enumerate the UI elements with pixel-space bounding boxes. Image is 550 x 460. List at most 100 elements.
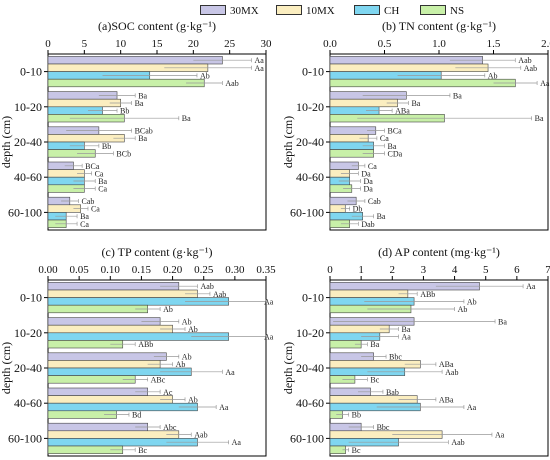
significance-label: Ba: [138, 91, 147, 100]
bar-30mx: [47, 282, 180, 291]
significance-label: Ba: [402, 325, 411, 334]
significance-label: Aab: [225, 79, 238, 88]
significance-label: BCab: [135, 127, 153, 136]
significance-label: Ca: [368, 162, 377, 171]
x-tick-label: 20: [188, 38, 200, 50]
category-label: 40-60: [296, 170, 324, 184]
significance-label: Bb: [102, 142, 111, 151]
significance-label: Bc: [352, 446, 361, 455]
significance-label: ABa: [395, 107, 410, 116]
bar-30mx: [47, 352, 167, 361]
significance-label: Aa: [526, 282, 536, 291]
x-tick-label: 0.35: [256, 264, 276, 276]
category-label: 20-40: [296, 135, 324, 149]
significance-label: Ac: [163, 388, 173, 397]
bar-10mx: [47, 430, 180, 439]
significance-label: BCb: [116, 149, 131, 158]
x-tick-label: 5: [483, 264, 489, 276]
bar-30mx: [47, 387, 148, 396]
x-tick-label: 0.15: [132, 264, 152, 276]
significance-label: Da: [361, 169, 371, 178]
legend-label-10mx: 10MX: [306, 5, 335, 17]
category-label: 40-60: [296, 396, 324, 410]
significance-label: Aab: [445, 368, 458, 377]
panel-1-title: (a)SOC content (g·kg⁻¹): [98, 19, 216, 33]
significance-label: Aab: [200, 282, 213, 291]
x-tick-label: 0.0: [323, 38, 337, 50]
legend-swatch-ns: [420, 5, 446, 15]
significance-label: Ab: [182, 353, 192, 362]
legend-item-10mx: 10MX: [276, 4, 335, 18]
x-tick-label: 0.30: [225, 264, 245, 276]
significance-label: Aa: [264, 297, 274, 306]
significance-label: Ba: [135, 99, 144, 108]
significance-label: Aa: [467, 403, 477, 412]
significance-label: CDa: [388, 149, 403, 158]
category-label: 10-20: [14, 100, 42, 114]
significance-label: Ba: [411, 99, 420, 108]
category-label: 0-10: [20, 65, 42, 79]
significance-label: Abc: [163, 423, 177, 432]
x-tick-label: 0.05: [70, 264, 90, 276]
significance-label: Db: [353, 205, 363, 214]
significance-label: Ab: [467, 297, 477, 306]
category-label: 10-20: [296, 100, 324, 114]
bar-10mx: [47, 289, 198, 298]
panel-3-title: (c) TP content (g·kg⁻¹): [102, 245, 213, 259]
significance-label: Bc: [138, 446, 147, 455]
x-tick-label: 0: [327, 264, 333, 276]
significance-label: Ba: [453, 91, 462, 100]
significance-label: Dab: [361, 220, 374, 229]
panel-3: (c) TP content (g·kg⁻¹) 0.00 0.05 0.10 0.15 0…: [0, 245, 276, 457]
significance-label: Bb: [120, 107, 129, 116]
x-tick-label: 7: [545, 264, 550, 276]
category-label: 0-10: [20, 291, 42, 305]
x-tick-label: 1: [358, 264, 364, 276]
x-tick-label: 0.5: [378, 38, 392, 50]
x-tick-label: 0: [45, 38, 51, 50]
significance-label: Ab: [188, 395, 198, 404]
legend-item-ch: CH: [354, 4, 399, 18]
x-tick-label: 0.00: [38, 264, 58, 276]
panel-2-title: (b) TN content (g·kg⁻¹): [382, 19, 496, 33]
significance-label: Aa: [402, 333, 412, 342]
significance-label: Bbc: [377, 423, 390, 432]
category-label: 10-20: [14, 326, 42, 340]
category-label: 20-40: [14, 361, 42, 375]
significance-label: Cab: [368, 197, 381, 206]
significance-label: ABb: [420, 290, 435, 299]
bar-10mx: [47, 98, 121, 108]
category-label: 40-60: [14, 396, 42, 410]
significance-label: Ca: [98, 185, 107, 194]
significance-label: Aa: [540, 79, 550, 88]
significance-label: Ba: [498, 317, 507, 326]
panel-1: (a)SOC content (g·kg⁻¹) 0 5 10 15 20 25 30 depth…: [0, 19, 272, 231]
significance-label: Ba: [377, 212, 386, 221]
x-tick-label: 10: [115, 38, 127, 50]
legend-label-ns: NS: [450, 5, 465, 17]
significance-label: Ba: [80, 212, 89, 221]
significance-label: Aab: [518, 56, 531, 65]
significance-label: Aa: [225, 368, 235, 377]
panel-4: (d) AP content (mg·kg⁻¹) 0 1 2 3 4 5 6 7 depth (c…: [281, 245, 550, 457]
significance-label: Ab: [188, 325, 198, 334]
significance-label: Ab: [200, 71, 210, 80]
significance-label: Ca: [95, 169, 104, 178]
bar-10mx: [47, 395, 173, 404]
bar-ch: [47, 402, 198, 412]
significance-label: Bd: [132, 411, 141, 420]
significance-label: ABb: [138, 340, 153, 349]
legend-item-30mx: 30MX: [200, 4, 259, 18]
significance-label: ABa: [439, 395, 454, 404]
x-tick-label: 0.20: [163, 264, 183, 276]
significance-label: Cab: [82, 197, 95, 206]
category-label: 60-100: [290, 205, 324, 219]
significance-label: Aa: [254, 56, 264, 65]
category-label: 60-100: [290, 431, 324, 445]
x-tick-label: 0.25: [194, 264, 214, 276]
category-label: 20-40: [296, 361, 324, 375]
legend-label-30mx: 30MX: [230, 5, 259, 17]
significance-label: Ab: [176, 360, 186, 369]
legend-swatch-ch: [354, 5, 380, 15]
